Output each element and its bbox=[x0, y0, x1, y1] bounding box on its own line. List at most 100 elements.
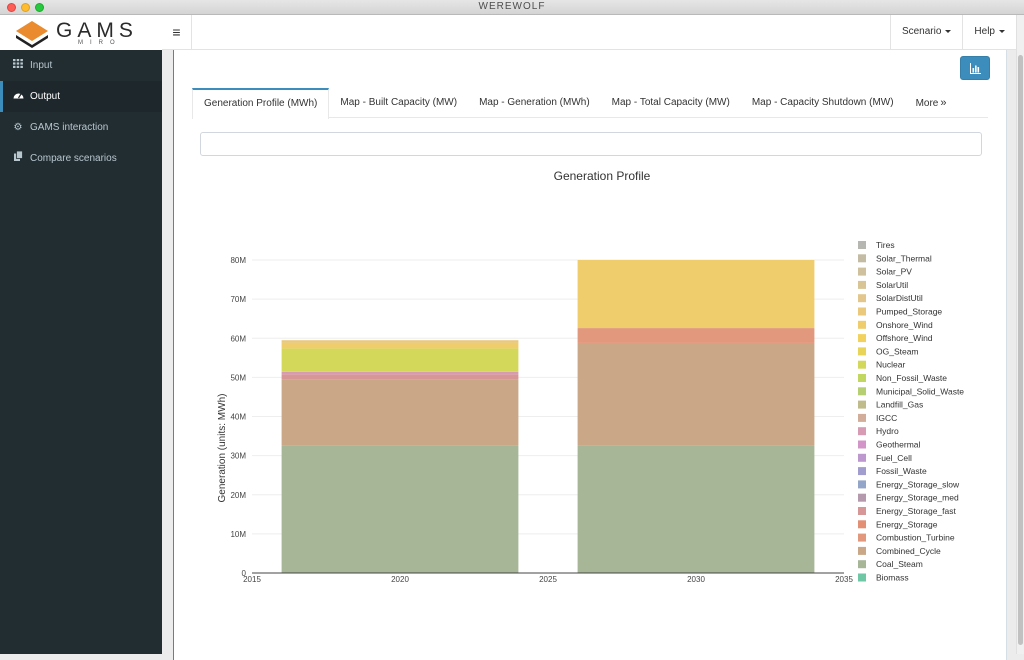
gams-miro-logo[interactable]: GAMS MIRO bbox=[0, 15, 162, 50]
tab-map-generation[interactable]: Map - Generation (MWh) bbox=[479, 97, 590, 108]
legend-swatch bbox=[858, 241, 866, 249]
search-input[interactable] bbox=[200, 132, 982, 156]
minimize-window-button[interactable] bbox=[21, 3, 30, 12]
page-scrollbar[interactable] bbox=[1016, 15, 1024, 654]
sidebar-item-label: Compare scenarios bbox=[30, 153, 117, 164]
more-label: More bbox=[915, 98, 939, 109]
sidebar-item-input[interactable]: Input bbox=[0, 50, 162, 81]
legend-swatch bbox=[858, 387, 866, 396]
scrollbar-thumb[interactable] bbox=[1018, 55, 1023, 645]
bar-segment bbox=[281, 379, 519, 446]
legend-entry: Energy_Storage bbox=[876, 519, 938, 529]
legend-swatch bbox=[858, 427, 866, 436]
tab-map-capacity-shutdown[interactable]: Map - Capacity Shutdown (MW) bbox=[751, 97, 894, 108]
legend-entry: Geothermal bbox=[876, 440, 921, 450]
x-tick-label: 2035 bbox=[835, 575, 853, 584]
legend-swatch bbox=[858, 280, 866, 289]
legend-entry: Onshore_Wind bbox=[876, 320, 933, 330]
legend-swatch bbox=[858, 334, 866, 343]
help-dropdown[interactable]: Help bbox=[962, 15, 1016, 50]
double-chevron-right-icon: » bbox=[940, 97, 947, 109]
legend-swatch bbox=[858, 320, 866, 329]
tab-map-total-capacity[interactable]: Map - Total Capacity (MW) bbox=[611, 97, 730, 108]
caret-down-icon bbox=[999, 29, 1005, 33]
legend-entry: Fossil_Waste bbox=[876, 466, 927, 476]
help-label: Help bbox=[974, 26, 995, 37]
y-tick-label: 60M bbox=[230, 334, 246, 343]
legend-swatch bbox=[858, 573, 866, 582]
legend-swatch bbox=[858, 440, 866, 449]
sidebar-item-label: Output bbox=[30, 91, 61, 102]
legend-swatch bbox=[858, 453, 866, 462]
legend-swatch bbox=[858, 560, 866, 569]
chart-y-axis-label: Generation (units: MWh) bbox=[217, 394, 228, 503]
legend-entry: Nuclear bbox=[876, 360, 905, 370]
gams-logo-icon bbox=[16, 21, 48, 48]
legend-entry: Biomass bbox=[876, 573, 909, 583]
y-tick-label: 50M bbox=[230, 373, 246, 382]
chart-legend: Tires Solar_Thermal Solar_PV SolarUtil Solar… bbox=[858, 240, 964, 583]
x-tick-label: 2015 bbox=[243, 575, 261, 584]
y-tick-label: 40M bbox=[230, 413, 246, 422]
legend-swatch bbox=[858, 360, 866, 369]
window-title: WEREWOLF bbox=[478, 1, 546, 12]
gear-icon: ⚙ bbox=[13, 122, 23, 133]
x-tick-label: 2020 bbox=[391, 575, 409, 584]
legend-swatch bbox=[858, 533, 866, 542]
legend-entry: Energy_Storage_fast bbox=[876, 506, 956, 516]
legend-swatch bbox=[858, 507, 866, 515]
sidebar-item-label: GAMS interaction bbox=[30, 122, 109, 133]
legend-entry: Hydro bbox=[876, 426, 899, 436]
legend-entry: Energy_Storage_med bbox=[876, 493, 959, 503]
scenario-dropdown[interactable]: Scenario bbox=[889, 15, 962, 50]
close-window-button[interactable] bbox=[7, 3, 16, 12]
sidebar-toggle-button[interactable]: ≡ bbox=[162, 15, 192, 50]
bar-segment bbox=[577, 445, 815, 573]
y-tick-label: 30M bbox=[230, 452, 246, 461]
copy-icon bbox=[12, 143, 24, 174]
legend-swatch bbox=[858, 493, 866, 502]
bar-segment bbox=[577, 342, 815, 446]
bar-segment bbox=[281, 342, 519, 349]
grid-icon bbox=[12, 50, 24, 81]
tab-map-built-capacity[interactable]: Map - Built Capacity (MW) bbox=[340, 97, 458, 108]
caret-down-icon bbox=[945, 29, 952, 33]
toggle-graph-button[interactable] bbox=[960, 56, 990, 80]
sidebar-item-gams-interaction[interactable]: ⚙ GAMS interaction bbox=[0, 112, 162, 143]
bar-segment bbox=[281, 374, 519, 380]
dashboard-icon bbox=[12, 81, 24, 112]
header-nav: Scenario Help bbox=[889, 15, 1016, 50]
chart-axes: 0 10M 20M 30M 40M 50M 60M 70M 80M 2015 2020 2025 203… bbox=[230, 256, 853, 584]
legend-entry: Pumped_Storage bbox=[876, 307, 942, 317]
legend-entry: Coal_Steam bbox=[876, 559, 923, 569]
legend-entry: Energy_Storage_slow bbox=[876, 479, 960, 489]
legend-entry: OG_Steam bbox=[876, 346, 919, 356]
legend-entry: IGCC bbox=[876, 413, 897, 423]
legend-swatch bbox=[858, 480, 866, 489]
scenario-label: Scenario bbox=[901, 26, 942, 37]
sidebar-item-output[interactable]: Output bbox=[0, 81, 162, 112]
sidebar-item-compare-scenarios[interactable]: Compare scenarios bbox=[0, 143, 162, 174]
legend-swatch bbox=[858, 467, 866, 476]
legend-swatch bbox=[858, 254, 866, 263]
window-titlebar: WEREWOLF bbox=[0, 0, 1024, 15]
zoom-window-button[interactable] bbox=[35, 3, 44, 12]
bar-segment bbox=[281, 371, 519, 375]
legend-entry: Combined_Cycle bbox=[876, 546, 941, 556]
legend-swatch bbox=[858, 347, 866, 356]
bar-segment bbox=[577, 328, 815, 343]
legend-swatch bbox=[858, 294, 866, 303]
y-tick-label: 10M bbox=[230, 530, 246, 539]
y-tick-label: 70M bbox=[230, 295, 246, 304]
tab-generation-profile[interactable]: Generation Profile (MWh) bbox=[192, 88, 330, 119]
legend-swatch bbox=[858, 400, 866, 409]
bar-chart-icon bbox=[970, 63, 981, 74]
legend-entry: Tires bbox=[876, 240, 895, 250]
y-tick-label: 80M bbox=[230, 256, 246, 265]
output-tabs: Generation Profile (MWh) Map - Built Cap… bbox=[192, 88, 988, 119]
legend-entry: SolarUtil bbox=[876, 280, 908, 290]
legend-entry: Municipal_Solid_Waste bbox=[876, 386, 964, 396]
app-header: GAMS MIRO ≡ Scenario Help bbox=[0, 15, 1016, 50]
tab-more[interactable]: More» bbox=[905, 88, 958, 118]
output-box: Generation Profile (MWh) Map - Built Cap… bbox=[173, 50, 1007, 660]
